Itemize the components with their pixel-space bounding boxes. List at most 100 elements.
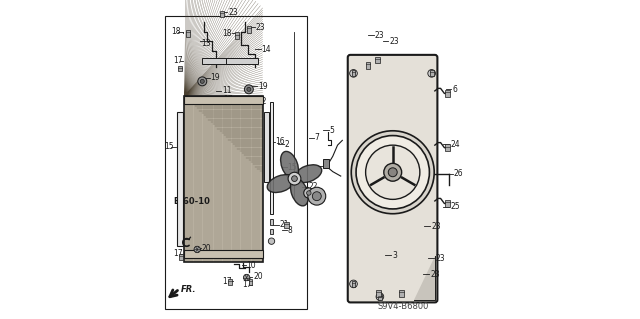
Text: 5: 5 xyxy=(330,126,335,135)
Text: B-60-10: B-60-10 xyxy=(173,197,210,206)
Text: 9: 9 xyxy=(179,234,184,243)
Circle shape xyxy=(365,145,420,199)
Text: FR.: FR. xyxy=(181,285,196,294)
Bar xyxy=(186,30,191,37)
Text: S9V4-B6800: S9V4-B6800 xyxy=(378,302,429,311)
Circle shape xyxy=(268,238,275,244)
Bar xyxy=(445,200,450,207)
Bar xyxy=(351,281,355,287)
Bar xyxy=(248,279,252,285)
Bar xyxy=(376,290,381,297)
Text: 23: 23 xyxy=(390,37,399,46)
Bar xyxy=(399,290,404,297)
Bar xyxy=(445,144,450,151)
Bar xyxy=(226,58,258,64)
Circle shape xyxy=(288,172,301,185)
Text: 18: 18 xyxy=(221,29,231,38)
Ellipse shape xyxy=(291,178,308,206)
FancyBboxPatch shape xyxy=(348,55,437,302)
Text: 13: 13 xyxy=(202,39,211,48)
Circle shape xyxy=(428,70,435,77)
Text: 3: 3 xyxy=(392,251,397,260)
Ellipse shape xyxy=(294,165,322,183)
Text: 1: 1 xyxy=(324,161,329,170)
Text: 23: 23 xyxy=(228,8,237,17)
Bar xyxy=(269,229,273,234)
Bar xyxy=(228,279,232,285)
Bar xyxy=(445,90,450,97)
Text: 8: 8 xyxy=(287,226,292,235)
Bar xyxy=(184,96,262,104)
Bar xyxy=(177,112,183,246)
Bar xyxy=(184,96,262,262)
Bar xyxy=(179,66,182,71)
Circle shape xyxy=(388,168,397,177)
Text: 2: 2 xyxy=(285,140,290,149)
Bar xyxy=(269,219,273,225)
Text: 22: 22 xyxy=(309,182,318,191)
Circle shape xyxy=(244,85,253,94)
Text: 15: 15 xyxy=(287,163,297,172)
Circle shape xyxy=(304,188,314,198)
Bar xyxy=(184,250,262,258)
Bar xyxy=(351,70,355,76)
Circle shape xyxy=(312,192,321,201)
Bar xyxy=(184,96,262,262)
Text: 25: 25 xyxy=(450,202,460,211)
Circle shape xyxy=(349,280,357,288)
Text: 15: 15 xyxy=(164,142,174,151)
Text: 23: 23 xyxy=(431,222,440,231)
Text: 12: 12 xyxy=(257,97,266,106)
Text: 17: 17 xyxy=(242,280,252,289)
Text: 7: 7 xyxy=(314,133,319,142)
Bar xyxy=(235,32,239,39)
Text: 17: 17 xyxy=(173,249,183,258)
Bar xyxy=(264,112,269,182)
Circle shape xyxy=(307,191,311,195)
Text: 6: 6 xyxy=(452,85,457,94)
Text: 23: 23 xyxy=(375,31,385,40)
Bar xyxy=(202,58,234,64)
Circle shape xyxy=(376,293,384,300)
Text: 19: 19 xyxy=(258,82,268,91)
Polygon shape xyxy=(413,256,435,300)
Text: 16: 16 xyxy=(275,137,285,146)
Bar xyxy=(165,16,307,309)
Text: 23: 23 xyxy=(435,254,445,263)
Text: 11: 11 xyxy=(221,86,231,95)
Text: 17: 17 xyxy=(173,56,183,65)
Bar xyxy=(179,254,183,260)
Text: 26: 26 xyxy=(454,169,463,178)
Bar xyxy=(220,11,224,17)
Text: 4: 4 xyxy=(320,191,325,200)
Circle shape xyxy=(351,131,434,214)
Circle shape xyxy=(194,246,200,253)
Text: 10: 10 xyxy=(246,261,256,270)
Circle shape xyxy=(198,77,207,86)
Text: 24: 24 xyxy=(450,140,460,149)
Circle shape xyxy=(349,70,357,77)
Bar xyxy=(247,26,252,33)
Ellipse shape xyxy=(280,152,298,179)
Bar xyxy=(269,102,273,214)
Circle shape xyxy=(308,187,326,205)
Ellipse shape xyxy=(268,174,295,192)
Bar xyxy=(284,221,289,228)
Circle shape xyxy=(200,79,204,83)
Circle shape xyxy=(356,136,429,209)
Circle shape xyxy=(384,163,402,181)
Text: 14: 14 xyxy=(262,45,271,54)
Text: 19: 19 xyxy=(211,73,220,82)
Text: 21: 21 xyxy=(280,220,289,229)
Bar xyxy=(378,294,382,300)
Bar xyxy=(429,70,433,76)
Circle shape xyxy=(292,176,298,182)
Circle shape xyxy=(247,87,251,91)
Bar xyxy=(365,62,370,69)
Circle shape xyxy=(243,274,250,281)
Bar xyxy=(323,159,329,168)
Text: 17: 17 xyxy=(223,95,234,104)
Text: 23: 23 xyxy=(430,270,440,279)
Bar xyxy=(375,56,380,63)
Text: 20: 20 xyxy=(253,272,262,281)
